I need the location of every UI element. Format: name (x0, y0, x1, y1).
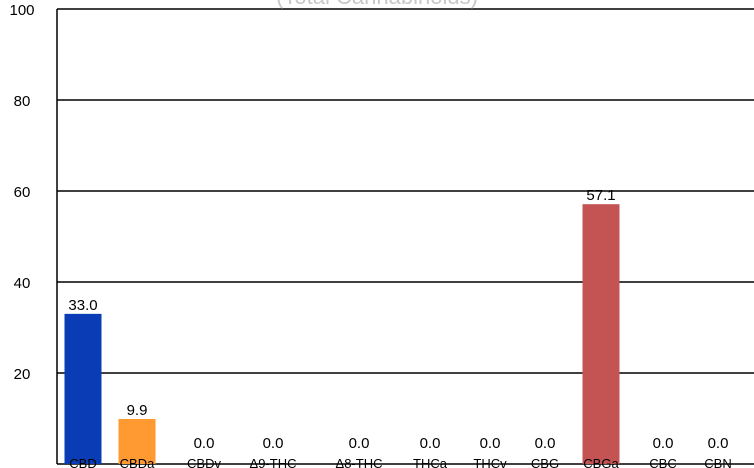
bar-CBGa (582, 204, 620, 464)
y-tick-label: 60 (14, 184, 31, 201)
bar-CBDa (118, 418, 156, 464)
bars (64, 204, 620, 464)
x-tick-label: CBDv (187, 456, 221, 468)
x-tick-label: THCv (473, 456, 507, 468)
chart-title: (Total Cannabinoids) (0, 0, 754, 10)
x-tick-label: CBDa (120, 456, 155, 468)
y-tick-label: 20 (14, 366, 31, 383)
x-tick-label: CBN (704, 456, 731, 468)
y-tick-label: 100 (9, 2, 34, 19)
data-label: 0.0 (653, 435, 674, 452)
x-tick-label: Δ9-THC (250, 456, 297, 468)
data-label: 0.0 (263, 435, 284, 452)
gridlines (57, 8, 754, 374)
bar-CBD (64, 313, 102, 464)
data-label: 33.0 (68, 297, 97, 314)
x-tick-label: CBC (649, 456, 676, 468)
data-label: 57.1 (586, 187, 615, 204)
y-tick-label: 80 (14, 93, 31, 110)
y-tick-labels: 20 40 60 80 100 (9, 2, 34, 383)
x-tick-label: CBG (531, 456, 559, 468)
axes (56, 9, 754, 465)
x-tick-label: CBD (69, 456, 96, 468)
x-tick-labels: CBD CBDa CBDv Δ9-THC Δ8-THC THCa THCv CBG CBGa CB… (69, 456, 731, 468)
x-tick-label: THCa (413, 456, 448, 468)
data-label: 0.0 (535, 435, 556, 452)
data-labels: 33.0 9.9 0.0 0.0 0.0 0.0 0.0 0.0 57.1 0.0 0.0 (68, 187, 728, 452)
data-label: 0.0 (480, 435, 501, 452)
data-label: 0.0 (420, 435, 441, 452)
data-label: 0.0 (708, 435, 729, 452)
x-tick-label: Δ8-THC (336, 456, 383, 468)
data-label: 0.0 (349, 435, 370, 452)
y-tick-label: 40 (14, 275, 31, 292)
data-label: 9.9 (127, 402, 148, 419)
data-label: 0.0 (194, 435, 215, 452)
x-tick-label: CBGa (583, 456, 619, 468)
